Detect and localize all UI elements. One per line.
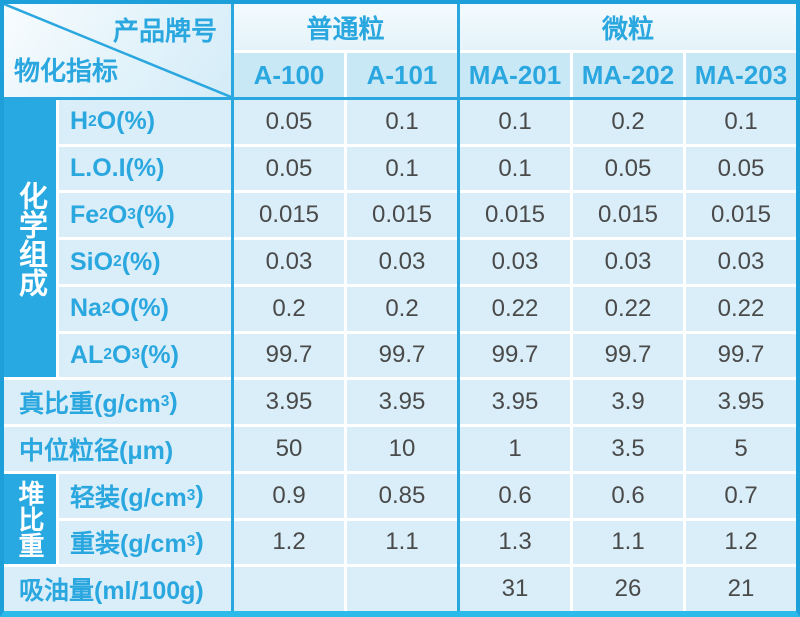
row-label-sio2: SiO 2 (%) (59, 240, 231, 284)
table-cell: 10 (347, 427, 457, 471)
row-label-al2o3: AL 2 O 3 (%) (59, 333, 231, 378)
column-header-A-100: A-100 (234, 53, 344, 97)
table-cell: 0.03 (573, 240, 683, 284)
table-cell: 0.05 (234, 100, 344, 144)
table-cell: 0.1 (347, 100, 457, 144)
column-header-MA-202: MA-202 (573, 53, 683, 97)
table-cell: 99.7 (347, 333, 457, 378)
table-cell: 0.015 (573, 193, 683, 238)
row-label-fe2o3: Fe 2 O 3 (%) (59, 193, 231, 238)
table-cell: 50 (234, 427, 344, 471)
table-cell: 0.7 (686, 473, 796, 518)
table-cell: 99.7 (573, 333, 683, 378)
table-cell: 99.7 (234, 333, 344, 378)
table-cell: 0.015 (686, 193, 796, 238)
table-cell: 1.2 (686, 520, 796, 565)
table-cell: 21 (686, 567, 796, 611)
header-bottom-divider (4, 97, 796, 100)
row-label-heavy-packing: 重装(g/cm 3) (59, 520, 231, 565)
table-cell: 1.1 (347, 520, 457, 565)
table-cell: 26 (573, 567, 683, 611)
table-cell: 99.7 (460, 333, 570, 378)
table-cell: 1 (460, 427, 570, 471)
table-cell (347, 567, 457, 611)
table-cell: 1.2 (234, 520, 344, 565)
row-label-true-specific-gravity: 真比重(g/cm 3) (4, 380, 231, 425)
table-cell: 0.2 (573, 100, 683, 144)
table-cell: 1.3 (460, 520, 570, 565)
corner-label-product-grade: 产品牌号 (112, 16, 217, 46)
row-group-chemical-composition: 化学组成 (4, 100, 56, 378)
table-cell: 5 (686, 427, 796, 471)
table-cell: 3.95 (460, 380, 570, 425)
table-cell: 0.85 (347, 473, 457, 518)
column-group-micro-granule: 微粒 (460, 4, 796, 50)
table-cell: 0.03 (234, 240, 344, 284)
column-header-MA-201: MA-201 (460, 53, 570, 97)
row-label-loi: L.O.I(%) (59, 146, 231, 191)
column-header-MA-203: MA-203 (686, 53, 796, 97)
table-cell: 0.22 (460, 286, 570, 331)
table-cell: 0.2 (234, 286, 344, 331)
vertical-group-divider (457, 4, 460, 611)
table-body: 产品牌号 物化指标 普通粒 微粒 A-100 A-101 MA-201 MA-2… (4, 4, 796, 611)
table-cell: 0.1 (347, 146, 457, 191)
table-cell: 0.015 (234, 193, 344, 238)
table-cell: 0.22 (686, 286, 796, 331)
row-label-light-packing: 轻装(g/cm 3) (59, 473, 231, 518)
row-label-median-particle-size: 中位粒径(μm) (4, 427, 231, 471)
table-grid: 产品牌号 物化指标 普通粒 微粒 A-100 A-101 MA-201 MA-2… (4, 4, 796, 611)
table-cell: 0.6 (573, 473, 683, 518)
row-label-oil-absorption: 吸油量(ml/100g) (4, 567, 231, 611)
row-label-h2o: H 2 O(%) (59, 100, 231, 144)
table-cell: 0.1 (460, 100, 570, 144)
table-cell: 0.015 (460, 193, 570, 238)
table-cell: 0.03 (347, 240, 457, 284)
table-cell: 99.7 (686, 333, 796, 378)
table-cell: 1.1 (573, 520, 683, 565)
table-cell: 0.05 (234, 146, 344, 191)
column-group-ordinary-granule: 普通粒 (234, 4, 457, 50)
corner-header-cell: 产品牌号 物化指标 (4, 4, 231, 97)
table-cell: 0.05 (686, 146, 796, 191)
table-cell (234, 567, 344, 611)
table-cell: 0.05 (573, 146, 683, 191)
table-cell: 0.1 (460, 146, 570, 191)
table-cell: 0.015 (347, 193, 457, 238)
corner-label-physchem-index: 物化指标 (14, 56, 119, 86)
table-cell: 3.95 (686, 380, 796, 425)
table-cell: 0.1 (686, 100, 796, 144)
table-cell: 0.03 (460, 240, 570, 284)
table-cell: 0.22 (573, 286, 683, 331)
diagonal-divider (4, 4, 231, 97)
table-cell: 0.03 (686, 240, 796, 284)
table-cell: 3.95 (234, 380, 344, 425)
table-cell: 31 (460, 567, 570, 611)
table-cell: 0.2 (347, 286, 457, 331)
table-cell: 3.95 (347, 380, 457, 425)
table-cell: 3.9 (573, 380, 683, 425)
vertical-group-divider (231, 4, 234, 611)
row-label-na2o: Na 2 O(%) (59, 286, 231, 331)
table-cell: 0.9 (234, 473, 344, 518)
table-cell: 0.6 (460, 473, 570, 518)
table-cell: 3.5 (573, 427, 683, 471)
row-group-bulk-density: 堆比重 (4, 473, 56, 565)
column-header-A-101: A-101 (347, 53, 457, 97)
